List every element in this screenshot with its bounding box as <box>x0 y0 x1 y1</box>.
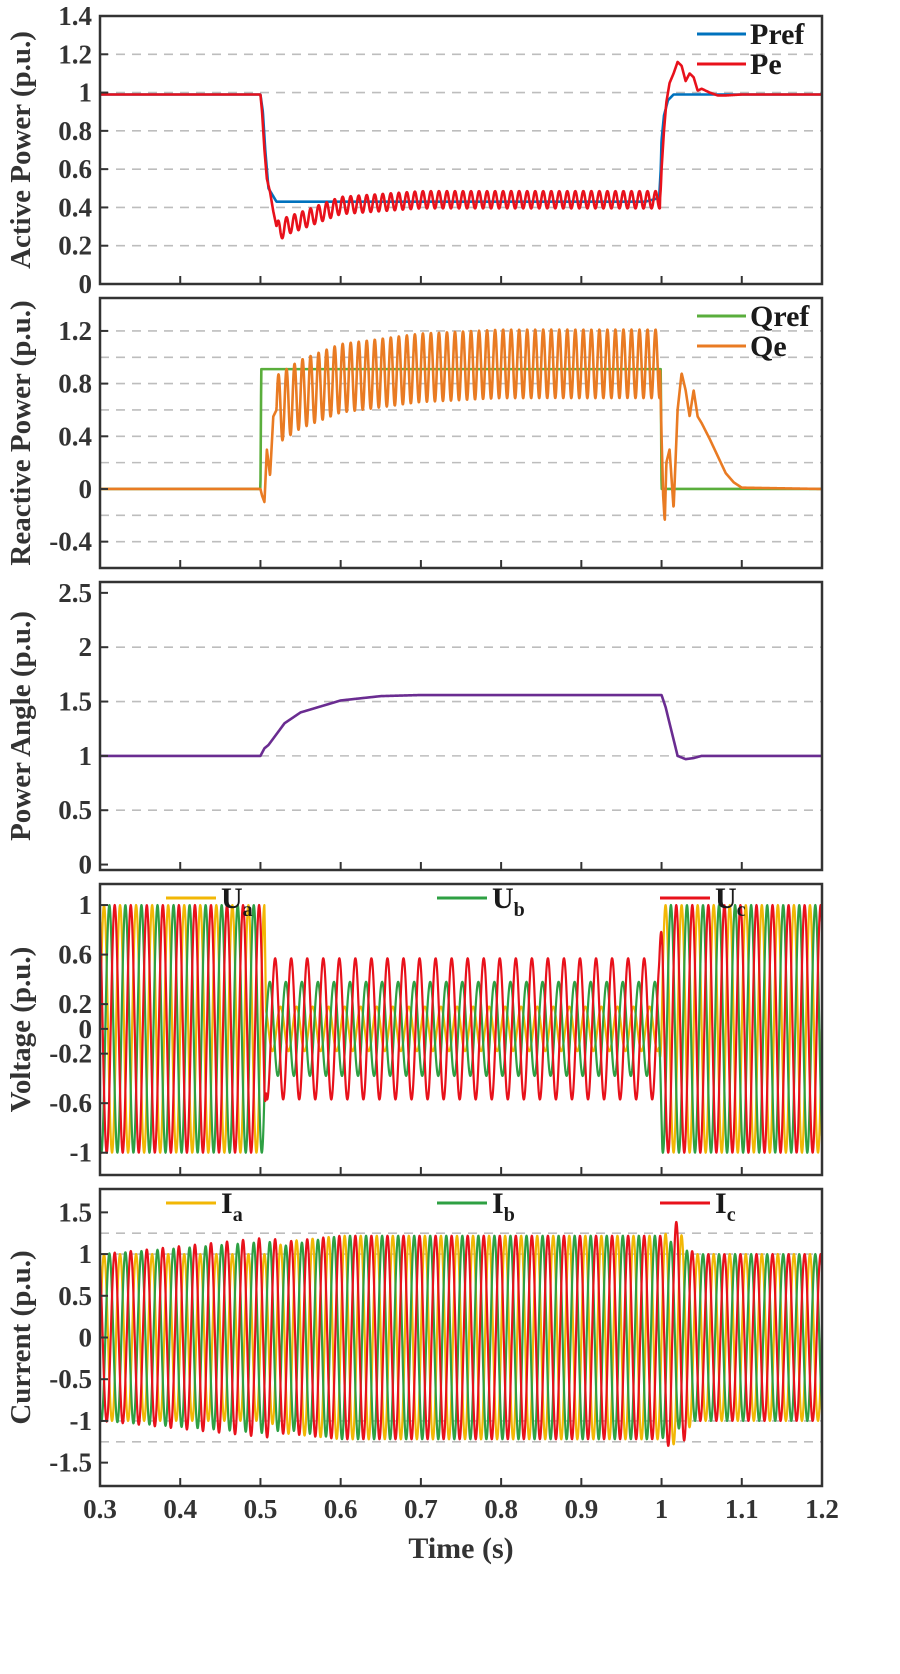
series-line-ib <box>100 1234 822 1441</box>
y-tick-label: -1 <box>70 1138 93 1168</box>
panel-2: -0.4 0 0.4 0.8 1.2 Reactive Power (p.u.) QrefQ… <box>5 296 824 570</box>
y-tick-label: 0 <box>79 850 93 880</box>
y-tick-label: 0.5 <box>58 1281 92 1311</box>
series-line-power-angle <box>100 693 822 761</box>
y-tick-label: 0 <box>79 269 93 299</box>
legend-label: Pe <box>750 48 782 81</box>
y-tick-label: 0.2 <box>58 231 92 261</box>
x-tick-label: 0.3 <box>83 1494 117 1524</box>
legend-label: Qref <box>750 300 810 333</box>
y-tick-label: -0.6 <box>49 1088 92 1118</box>
y-tick-label: -1.5 <box>49 1448 92 1478</box>
series-line-ua <box>100 903 822 1154</box>
series-line-ic <box>100 1220 822 1447</box>
y-tick-label: -0.2 <box>49 1039 92 1069</box>
y-tick-label: -1 <box>70 1406 93 1436</box>
x-tick-label: 1.1 <box>725 1494 759 1524</box>
x-tick-label: 1.2 <box>805 1494 839 1524</box>
panel-5: -1.5 -1 -0.5 0 0.5 1 1.5 Current (p.u.) Ia Ib Ic 0.… <box>5 1187 839 1565</box>
y-tick-label: 1.4 <box>58 1 92 31</box>
y-tick-label: 0.4 <box>58 421 92 451</box>
y-tick-label: 0 <box>79 474 93 504</box>
series-group <box>100 1220 822 1447</box>
y-tick-label: 0.6 <box>58 940 92 970</box>
legend-label: Pref <box>750 18 805 51</box>
y-axis-label: Active Power (p.u.) <box>5 31 37 269</box>
legend-label: Ic <box>715 1187 736 1226</box>
panel-4: -1 -0.6 -0.200.2 0.6 1 Voltage (p.u.) Ua Ub Uc <box>5 882 824 1177</box>
series-group <box>100 60 822 240</box>
y-axis-label: Voltage (p.u.) <box>5 947 37 1113</box>
x-tick-label: 0.4 <box>163 1494 197 1524</box>
x-tick-label: 1 <box>655 1494 669 1524</box>
y-axis-label: Reactive Power (p.u.) <box>5 300 37 565</box>
x-axis-label: Time (s) <box>408 1532 513 1565</box>
y-axis-label: Current (p.u.) <box>5 1250 37 1424</box>
series-group <box>100 693 822 761</box>
series-group <box>100 328 822 521</box>
y-tick-label: 0 <box>79 1014 93 1044</box>
y-tick-label: 2 <box>79 632 93 662</box>
y-tick-label: 1.5 <box>58 687 92 717</box>
series-line-qe <box>100 328 822 521</box>
y-tick-label: 0.8 <box>58 116 92 146</box>
y-tick-label: -0.5 <box>49 1364 92 1394</box>
y-tick-label: 1.2 <box>58 39 92 69</box>
legend-label: Uc <box>715 882 746 921</box>
x-tick-label: 0.7 <box>404 1494 438 1524</box>
y-tick-label: 0.8 <box>58 369 92 399</box>
x-tick-label: 0.5 <box>244 1494 278 1524</box>
series-line-pe <box>100 60 822 240</box>
y-tick-label: 1.5 <box>58 1197 92 1227</box>
y-tick-label: 1 <box>79 1239 93 1269</box>
plot-frame <box>98 580 824 872</box>
x-tick-label: 0.8 <box>484 1494 518 1524</box>
x-tick-label: 0.6 <box>324 1494 358 1524</box>
panel-1: 0 0.2 0.4 0.6 0.8 1 1.2 1.4 Active Power (p.u.) P… <box>5 1 824 299</box>
y-tick-label: 2.5 <box>58 578 92 608</box>
series-group <box>100 903 822 1154</box>
y-axis-label: Power Angle (p.u.) <box>5 611 37 841</box>
series-line-ia <box>100 1232 822 1446</box>
x-tick-label: 0.9 <box>564 1494 598 1524</box>
y-tick-label: 1 <box>79 78 93 108</box>
legend-label: Ua <box>221 882 253 921</box>
y-tick-label: 0.6 <box>58 154 92 184</box>
panel-3: 0 0.5 1 1.5 2 2.5 Power Angle (p.u.) <box>5 578 824 880</box>
plot-frame <box>98 296 824 570</box>
y-tick-label: 1 <box>79 741 93 771</box>
y-tick-label: 1 <box>79 890 93 920</box>
legend-label: Ib <box>492 1187 515 1226</box>
plot-frame <box>98 14 824 286</box>
y-tick-label: -0.4 <box>49 527 92 557</box>
legend-label: Ia <box>221 1187 243 1226</box>
y-tick-label: 0.2 <box>58 989 92 1019</box>
y-tick-label: 0.4 <box>58 192 92 222</box>
series-line-pref <box>100 93 822 203</box>
legend-label: Qe <box>750 330 787 363</box>
y-tick-label: 1.2 <box>58 316 92 346</box>
y-tick-label: 0.5 <box>58 795 92 825</box>
series-line-ub <box>100 903 822 1154</box>
legend-label: Ub <box>492 882 525 921</box>
series-line-uc <box>100 903 822 1154</box>
y-tick-label: 0 <box>79 1323 93 1353</box>
